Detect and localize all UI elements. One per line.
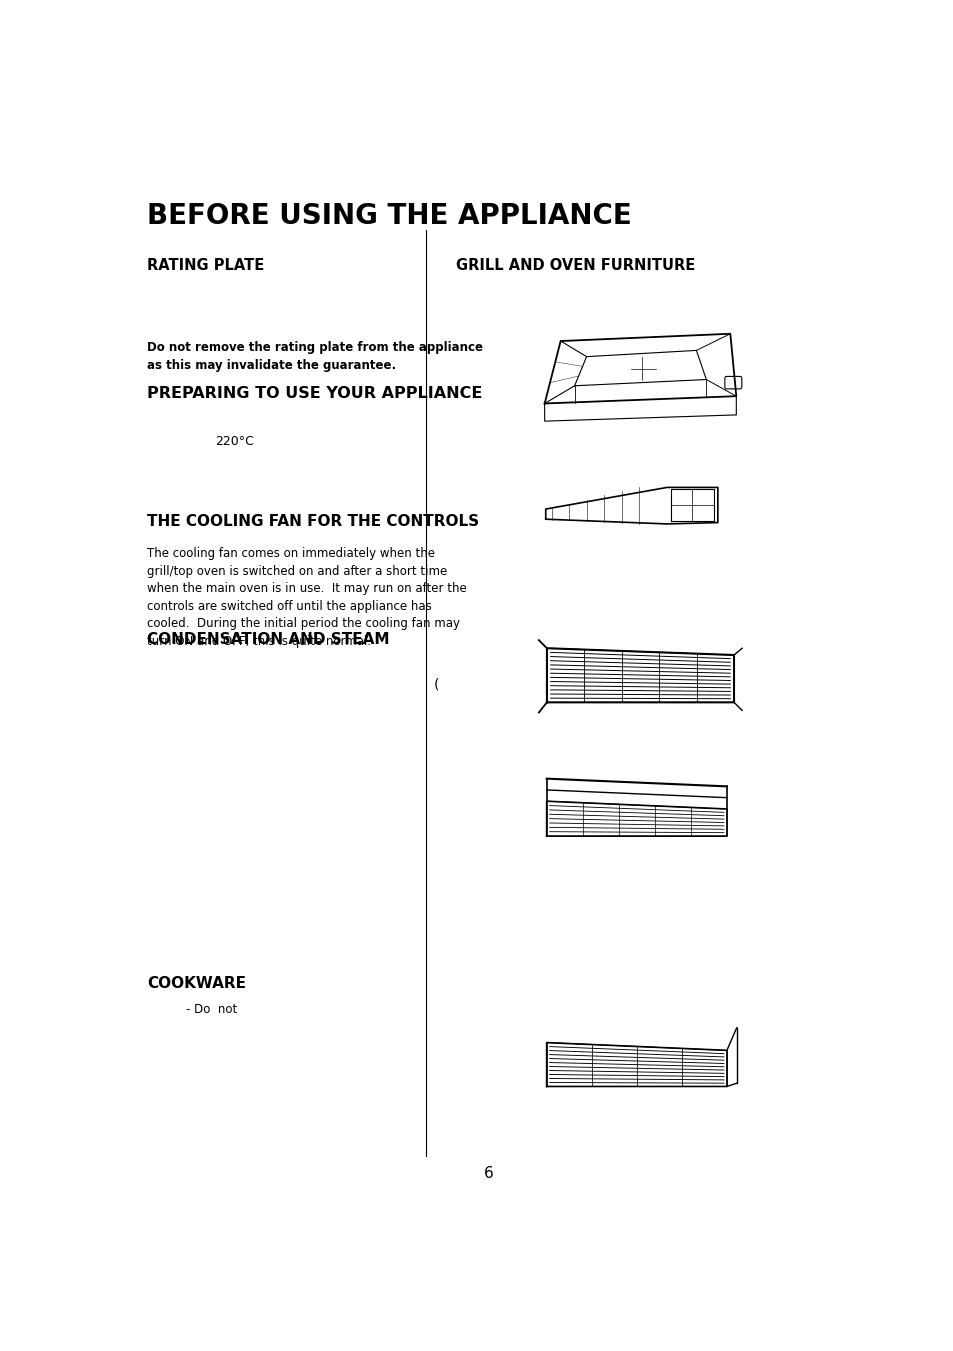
FancyBboxPatch shape <box>724 377 741 389</box>
Text: - Do  not: - Do not <box>186 1002 236 1016</box>
Text: PREPARING TO USE YOUR APPLIANCE: PREPARING TO USE YOUR APPLIANCE <box>147 386 482 401</box>
Text: THE COOLING FAN FOR THE CONTROLS: THE COOLING FAN FOR THE CONTROLS <box>147 513 479 528</box>
Text: GRILL AND OVEN FURNITURE: GRILL AND OVEN FURNITURE <box>456 258 694 273</box>
Text: 220°C: 220°C <box>215 435 253 447</box>
Text: (: ( <box>433 677 438 692</box>
Text: 6: 6 <box>483 1166 494 1181</box>
Text: BEFORE USING THE APPLIANCE: BEFORE USING THE APPLIANCE <box>147 201 632 230</box>
Text: The cooling fan comes on immediately when the
grill/top oven is switched on and : The cooling fan comes on immediately whe… <box>147 547 467 647</box>
Text: Do not remove the rating plate from the appliance
as this may invalidate the gua: Do not remove the rating plate from the … <box>147 340 483 372</box>
Text: CONDENSATION AND STEAM: CONDENSATION AND STEAM <box>147 632 390 647</box>
Text: RATING PLATE: RATING PLATE <box>147 258 264 273</box>
Text: COOKWARE: COOKWARE <box>147 975 246 990</box>
